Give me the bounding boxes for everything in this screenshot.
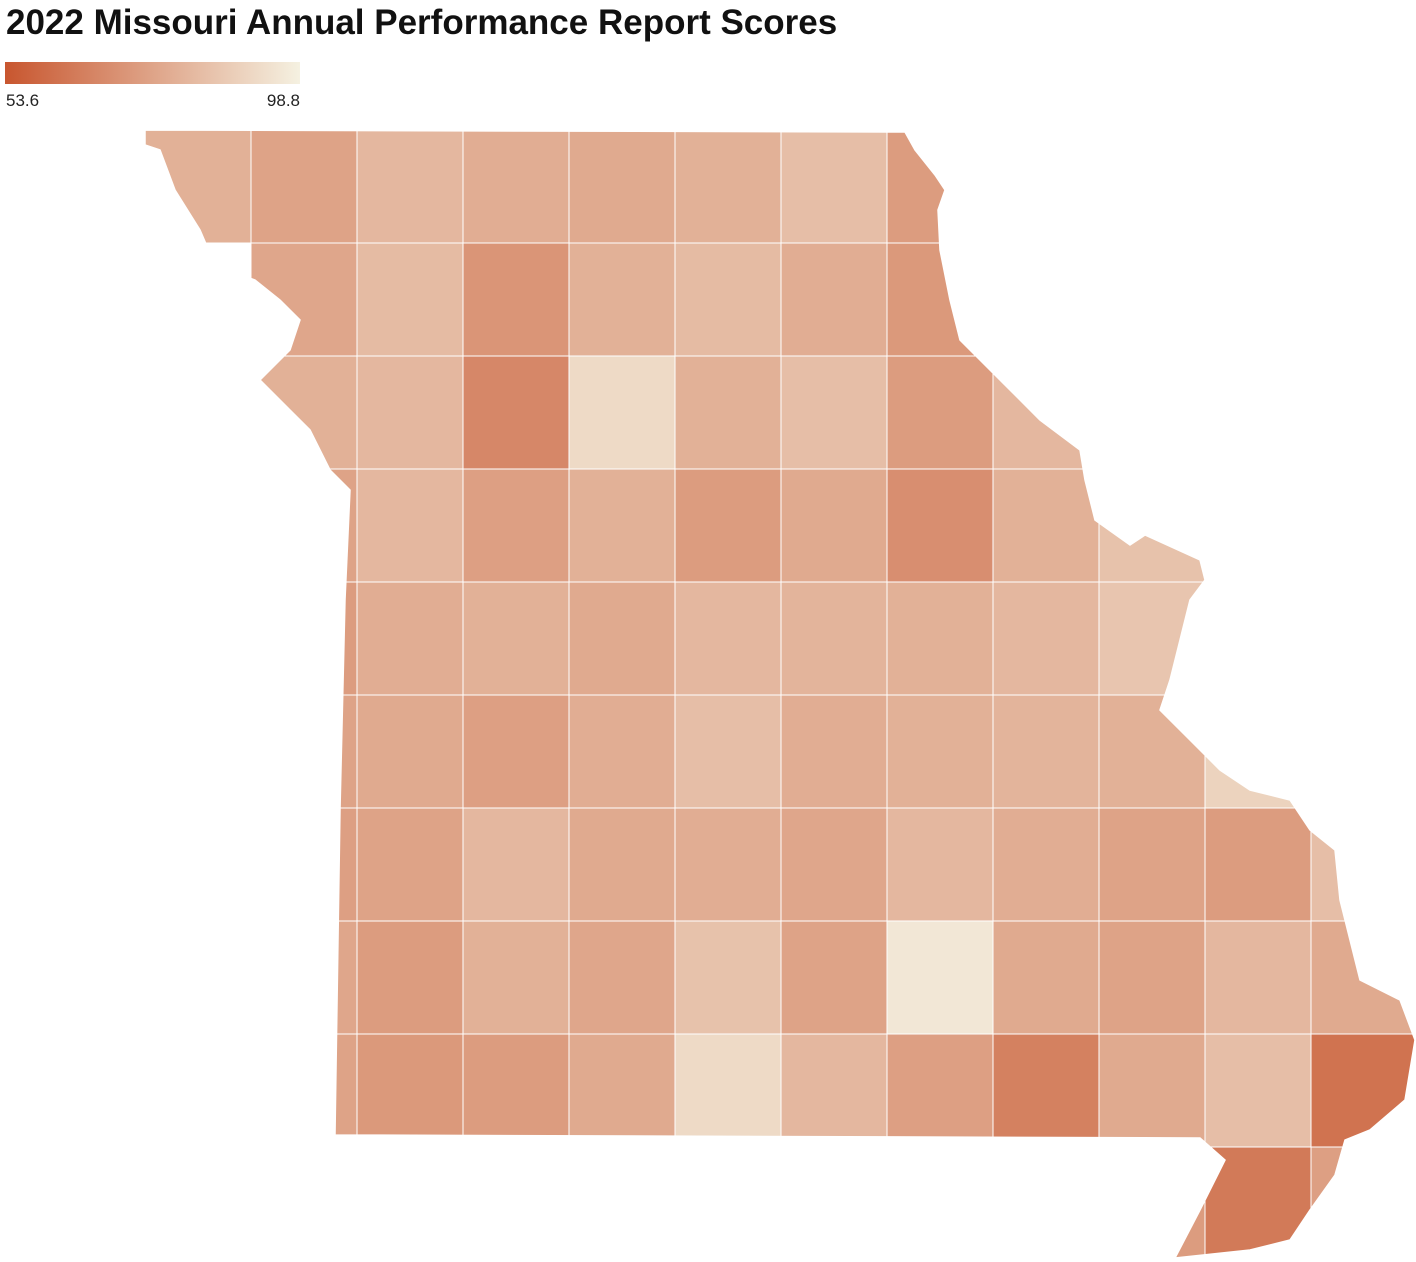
district [780,581,888,696]
district [780,1033,888,1148]
district [674,694,782,809]
district [1204,694,1312,809]
district [886,130,994,244]
district [250,242,358,357]
district [568,581,676,696]
legend-max-label: 98.8 [267,91,300,110]
district [886,694,994,809]
district [780,355,888,470]
district [674,355,782,470]
district [462,355,570,470]
district [780,920,888,1035]
district [992,1033,1100,1148]
district [568,1033,676,1148]
district [568,694,676,809]
district [462,1033,570,1148]
district [462,468,570,583]
district [992,242,1100,357]
district [356,242,464,357]
district [992,694,1100,809]
district [250,920,358,1035]
district [568,807,676,922]
district [356,920,464,1035]
district [1204,1146,1312,1258]
district [674,920,782,1035]
district [780,807,888,922]
district [1310,807,1415,922]
district [886,242,994,357]
district [1204,1033,1312,1148]
districts [145,130,1415,1258]
legend-min-label: 53.6 [6,91,39,110]
district [356,130,464,244]
district [886,581,994,696]
district [1098,581,1206,696]
district [992,130,1100,244]
district [250,130,358,244]
district [568,920,676,1035]
district [780,694,888,809]
district [1310,1146,1415,1258]
district [1098,694,1206,809]
map-title: 2022 Missouri Annual Performance Report … [6,3,837,42]
district [568,355,676,470]
district [356,807,464,922]
district [356,1033,464,1148]
district [356,581,464,696]
district [462,242,570,357]
district [674,581,782,696]
district [250,468,358,583]
district [992,468,1100,583]
district [1310,920,1415,1035]
district [462,920,570,1035]
district [674,1033,782,1148]
district [250,581,358,696]
district [568,468,676,583]
district [674,242,782,357]
district [356,355,464,470]
district [1098,807,1206,922]
district [1098,920,1206,1035]
district [886,920,994,1035]
district [250,1033,358,1148]
district [886,807,994,922]
district [1204,920,1312,1035]
district [1310,1033,1415,1148]
district [356,694,464,809]
district [886,1033,994,1148]
district [1098,468,1206,583]
district [356,468,464,583]
district [674,130,782,244]
district [1098,1146,1206,1258]
district [992,920,1100,1035]
legend-gradient [5,62,300,84]
district [992,807,1100,922]
district [1204,807,1312,922]
district [780,242,888,357]
district [462,581,570,696]
district [462,130,570,244]
district [886,355,994,470]
district [568,242,676,357]
district [886,468,994,583]
district [568,130,676,244]
district [674,807,782,922]
district [462,807,570,922]
district [992,355,1100,470]
district [250,807,358,922]
district [1098,1033,1206,1148]
district [780,468,888,583]
district [780,130,888,244]
district [462,694,570,809]
district [992,581,1100,696]
district [674,468,782,583]
